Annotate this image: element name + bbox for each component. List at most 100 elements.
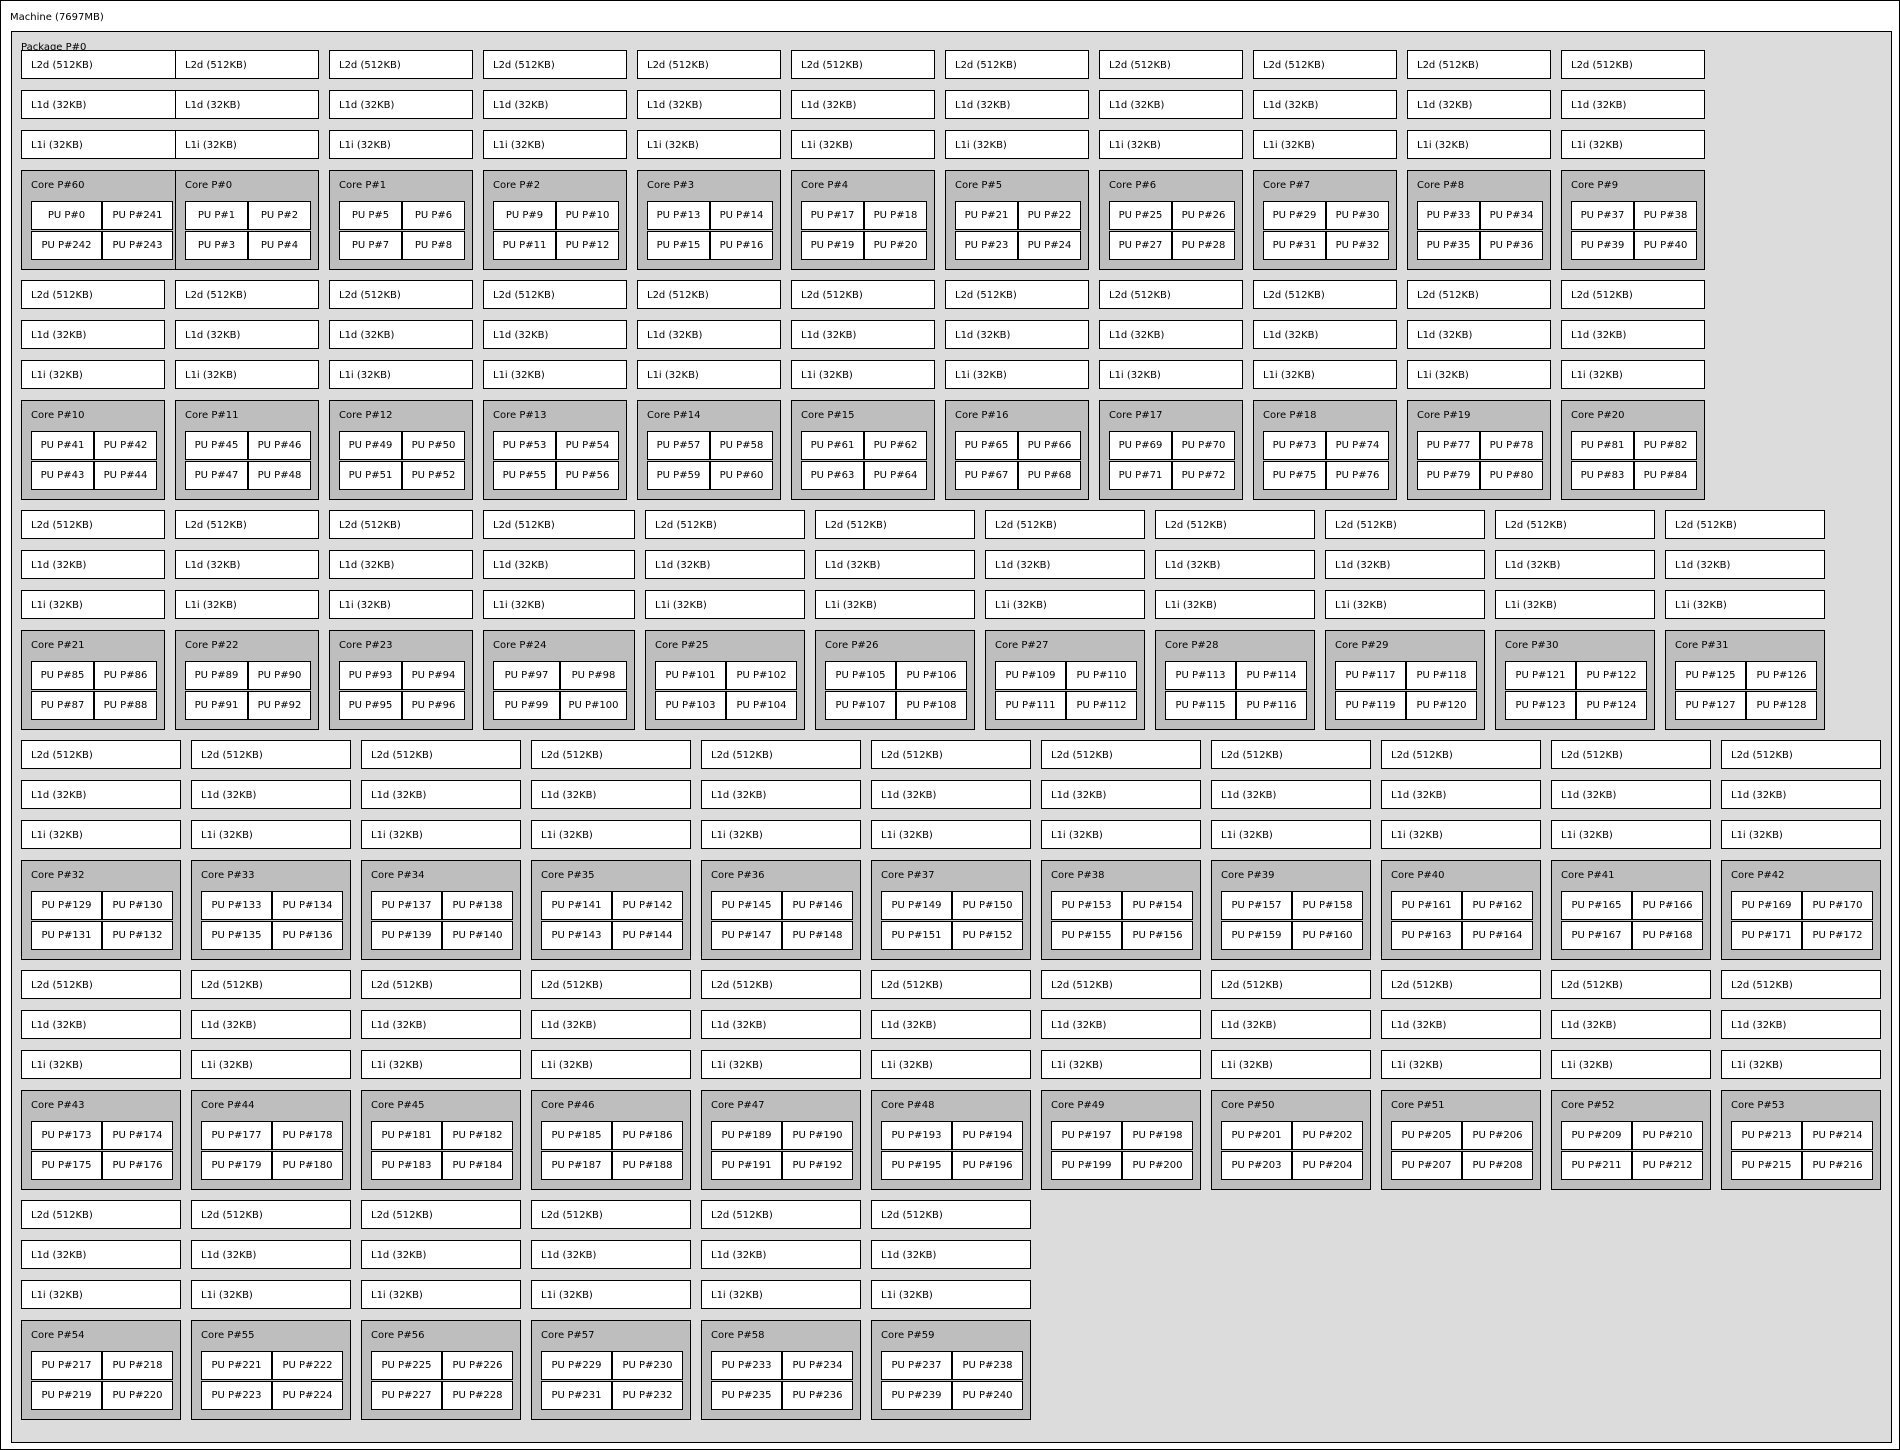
pu-box: PU P#21: [955, 201, 1018, 230]
l2-cache-box: L2d (512KB): [1211, 970, 1371, 999]
l1d-cache-label: L1d (32KB): [371, 790, 427, 801]
l2-cache-box: L2d (512KB): [1099, 50, 1243, 79]
pu-box: PU P#188: [612, 1151, 683, 1180]
pu-box: PU P#192: [782, 1151, 853, 1180]
l1d-cache-box: L1d (32KB): [1407, 90, 1551, 119]
core-box: Core P#51 PU P#205 PU P#206 PU P#207 PU P#20…: [1381, 1090, 1541, 1190]
l1d-cache-label: L1d (32KB): [1731, 1020, 1787, 1031]
core-label: Core P#11: [185, 410, 239, 421]
l1i-cache-box: L1i (32KB): [329, 130, 473, 159]
pu-box: PU P#241: [102, 201, 173, 230]
pu-box: PU P#109: [995, 661, 1066, 690]
pu-box: PU P#113: [1165, 661, 1236, 690]
l2-cache-box: L2d (512KB): [329, 50, 473, 79]
pu-box: PU P#11: [493, 231, 556, 260]
pu-box: PU P#228: [442, 1381, 513, 1410]
pu-box: PU P#197: [1051, 1121, 1122, 1150]
l1i-cache-label: L1i (32KB): [1109, 370, 1161, 381]
l1i-cache-box: L1i (32KB): [701, 1050, 861, 1079]
l1i-cache-label: L1i (32KB): [1675, 600, 1727, 611]
core-box: Core P#54 PU P#217 PU P#218 PU P#219 PU P#22…: [21, 1320, 181, 1420]
l1d-cache-label: L1d (32KB): [881, 1020, 937, 1031]
l1i-cache-box: L1i (32KB): [985, 590, 1145, 619]
core-box: Core P#40 PU P#161 PU P#162 PU P#163 PU P#16…: [1381, 860, 1541, 960]
pu-box: PU P#2: [248, 201, 311, 230]
l2-cache-label: L2d (512KB): [1417, 290, 1479, 301]
l1i-cache-label: L1i (32KB): [31, 140, 83, 151]
l1d-cache-label: L1d (32KB): [1263, 100, 1319, 111]
l1d-cache-label: L1d (32KB): [995, 560, 1051, 571]
pu-box: PU P#22: [1018, 201, 1081, 230]
l1d-cache-label: L1d (32KB): [31, 330, 87, 341]
pu-box: PU P#146: [782, 891, 853, 920]
pu-box: PU P#29: [1263, 201, 1326, 230]
pu-box: PU P#0: [31, 201, 102, 230]
l1i-cache-box: L1i (32KB): [531, 820, 691, 849]
pu-box: PU P#147: [711, 921, 782, 950]
l1i-cache-box: L1i (32KB): [361, 1280, 521, 1309]
pu-box: PU P#16: [710, 231, 773, 260]
pu-box: PU P#101: [655, 661, 726, 690]
l2-cache-box: L2d (512KB): [191, 1200, 351, 1229]
l1i-cache-label: L1i (32KB): [31, 830, 83, 841]
pu-box: PU P#59: [647, 461, 710, 490]
package-label: Package P#0: [21, 42, 87, 53]
core-label: Core P#25: [655, 640, 709, 651]
l1d-cache-box: L1d (32KB): [1495, 550, 1655, 579]
pu-box: PU P#86: [94, 661, 157, 690]
pu-box: PU P#8: [402, 231, 465, 260]
l2-cache-label: L2d (512KB): [1221, 750, 1283, 761]
pu-box: PU P#134: [272, 891, 343, 920]
pu-box: PU P#63: [801, 461, 864, 490]
l2-cache-label: L2d (512KB): [955, 60, 1017, 71]
pu-box: PU P#15: [647, 231, 710, 260]
core-box: Core P#50 PU P#201 PU P#202 PU P#203 PU P#20…: [1211, 1090, 1371, 1190]
pu-box: PU P#131: [31, 921, 102, 950]
pu-box: PU P#198: [1122, 1121, 1193, 1150]
pu-box: PU P#238: [952, 1351, 1023, 1380]
l1i-cache-label: L1i (32KB): [647, 370, 699, 381]
l2-cache-box: L2d (512KB): [1407, 280, 1551, 309]
l2-cache-box: L2d (512KB): [701, 740, 861, 769]
l1d-cache-label: L1d (32KB): [371, 1020, 427, 1031]
pu-box: PU P#240: [952, 1381, 1023, 1410]
pu-box: PU P#232: [612, 1381, 683, 1410]
l2-cache-label: L2d (512KB): [339, 60, 401, 71]
l1d-cache-label: L1d (32KB): [1391, 790, 1447, 801]
l1d-cache-box: L1d (32KB): [701, 1240, 861, 1269]
core-label: Core P#12: [339, 410, 393, 421]
core-label: Core P#58: [711, 1330, 765, 1341]
l2-cache-box: L2d (512KB): [1041, 970, 1201, 999]
pu-box: PU P#66: [1018, 431, 1081, 460]
pu-box: PU P#5: [339, 201, 402, 230]
l1i-cache-box: L1i (32KB): [361, 820, 521, 849]
pu-box: PU P#44: [94, 461, 157, 490]
l1d-cache-label: L1d (32KB): [339, 100, 395, 111]
l1d-cache-box: L1d (32KB): [175, 550, 319, 579]
l1i-cache-label: L1i (32KB): [955, 370, 1007, 381]
pu-box: PU P#52: [402, 461, 465, 490]
pu-box: PU P#127: [1675, 691, 1746, 720]
core-label: Core P#32: [31, 870, 85, 881]
core-box: Core P#53 PU P#213 PU P#214 PU P#215 PU P#21…: [1721, 1090, 1881, 1190]
core-label: Core P#6: [1109, 180, 1157, 191]
l2-cache-label: L2d (512KB): [955, 290, 1017, 301]
core-label: Core P#44: [201, 1100, 255, 1111]
pu-box: PU P#74: [1326, 431, 1389, 460]
l1d-cache-label: L1d (32KB): [185, 100, 241, 111]
pu-box: PU P#167: [1561, 921, 1632, 950]
l1i-cache-box: L1i (32KB): [1253, 360, 1397, 389]
pu-box: PU P#207: [1391, 1151, 1462, 1180]
pu-box: PU P#222: [272, 1351, 343, 1380]
l1d-cache-box: L1d (32KB): [701, 780, 861, 809]
core-box: Core P#56 PU P#225 PU P#226 PU P#227 PU P#22…: [361, 1320, 521, 1420]
pu-box: PU P#122: [1576, 661, 1647, 690]
pu-box: PU P#32: [1326, 231, 1389, 260]
core-label: Core P#47: [711, 1100, 765, 1111]
l1i-cache-box: L1i (32KB): [175, 360, 319, 389]
l1d-cache-label: L1d (32KB): [955, 100, 1011, 111]
l1i-cache-label: L1i (32KB): [541, 830, 593, 841]
l2-cache-label: L2d (512KB): [1051, 750, 1113, 761]
machine-label: Machine (7697MB): [10, 12, 104, 23]
l2-cache-box: L2d (512KB): [791, 50, 935, 79]
